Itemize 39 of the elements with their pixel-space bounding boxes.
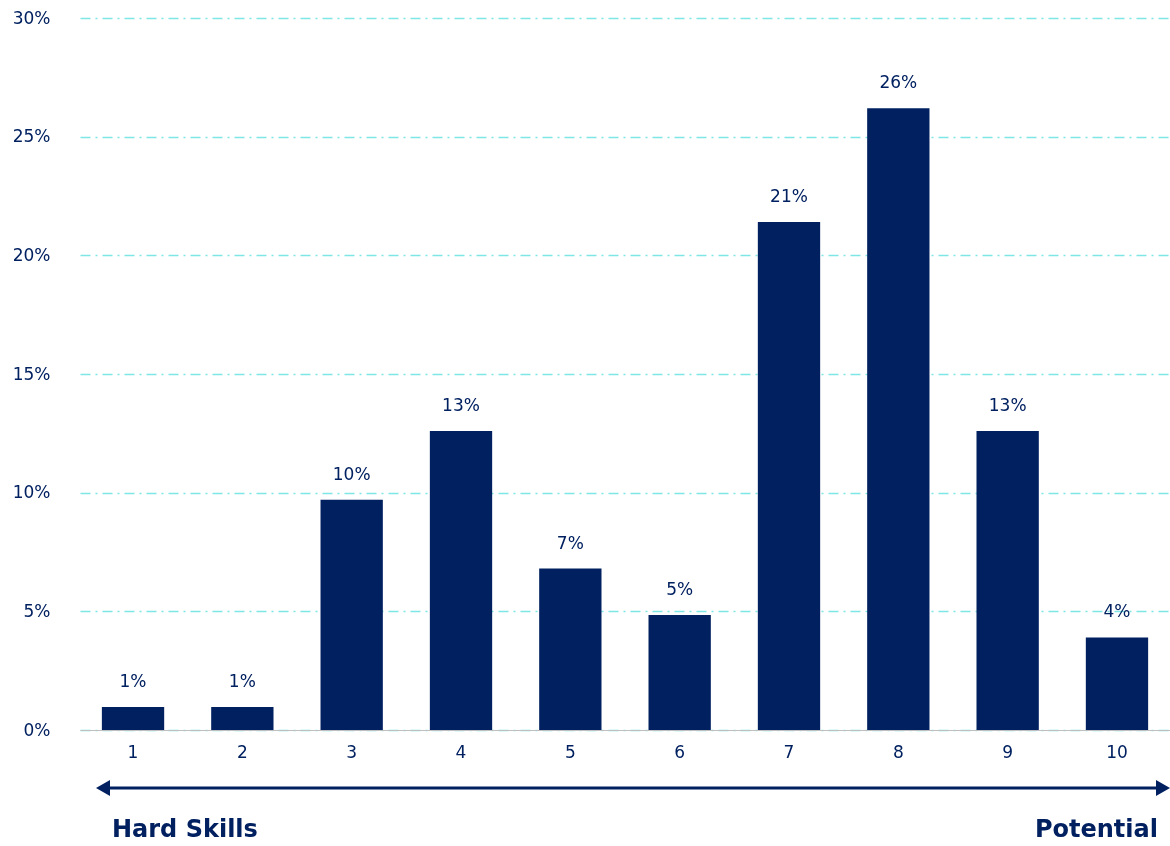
x-tick-label: 9 bbox=[1002, 741, 1014, 762]
bar bbox=[320, 499, 383, 730]
y-tick-label: 0% bbox=[23, 719, 51, 740]
data-label: 26% bbox=[879, 72, 918, 93]
data-label: 7% bbox=[556, 532, 584, 553]
x-tick-label: 1 bbox=[127, 741, 139, 762]
x-tick-label: 8 bbox=[892, 741, 904, 762]
x-tick-label: 2 bbox=[236, 741, 248, 762]
x-tick-label: 6 bbox=[674, 741, 686, 762]
bar bbox=[429, 430, 493, 730]
data-label: 1% bbox=[228, 670, 256, 691]
x-tick-label: 7 bbox=[783, 741, 795, 762]
y-tick-label: 15% bbox=[12, 363, 51, 384]
bar bbox=[539, 568, 602, 730]
text: Potential bbox=[1034, 815, 1158, 843]
bar bbox=[101, 706, 165, 730]
y-tick-label: 30% bbox=[12, 7, 51, 28]
bar bbox=[1085, 637, 1149, 730]
data-label: 10% bbox=[332, 463, 371, 484]
data-label: 13% bbox=[988, 394, 1027, 415]
y-tick-label: 25% bbox=[12, 126, 51, 147]
x-tick-label: 5 bbox=[564, 741, 576, 762]
y-tick-label: 10% bbox=[12, 482, 51, 503]
data-label: 5% bbox=[666, 578, 694, 599]
bar bbox=[211, 706, 274, 730]
y-tick-label: 20% bbox=[12, 244, 51, 265]
x-tick-label: 3 bbox=[346, 741, 358, 762]
data-label: 13% bbox=[442, 394, 480, 415]
bar bbox=[867, 108, 930, 730]
text: Hard Skills bbox=[112, 815, 258, 843]
y-tick-label: 5% bbox=[23, 600, 51, 621]
data-label: 21% bbox=[770, 186, 808, 207]
x-tick-label: 10 bbox=[1106, 741, 1128, 762]
bar bbox=[757, 222, 821, 730]
data-label: 4% bbox=[1103, 601, 1131, 622]
bar bbox=[976, 430, 1039, 730]
x-tick-label: 4 bbox=[455, 741, 467, 762]
data-label: 1% bbox=[119, 670, 147, 691]
bar bbox=[648, 614, 711, 730]
